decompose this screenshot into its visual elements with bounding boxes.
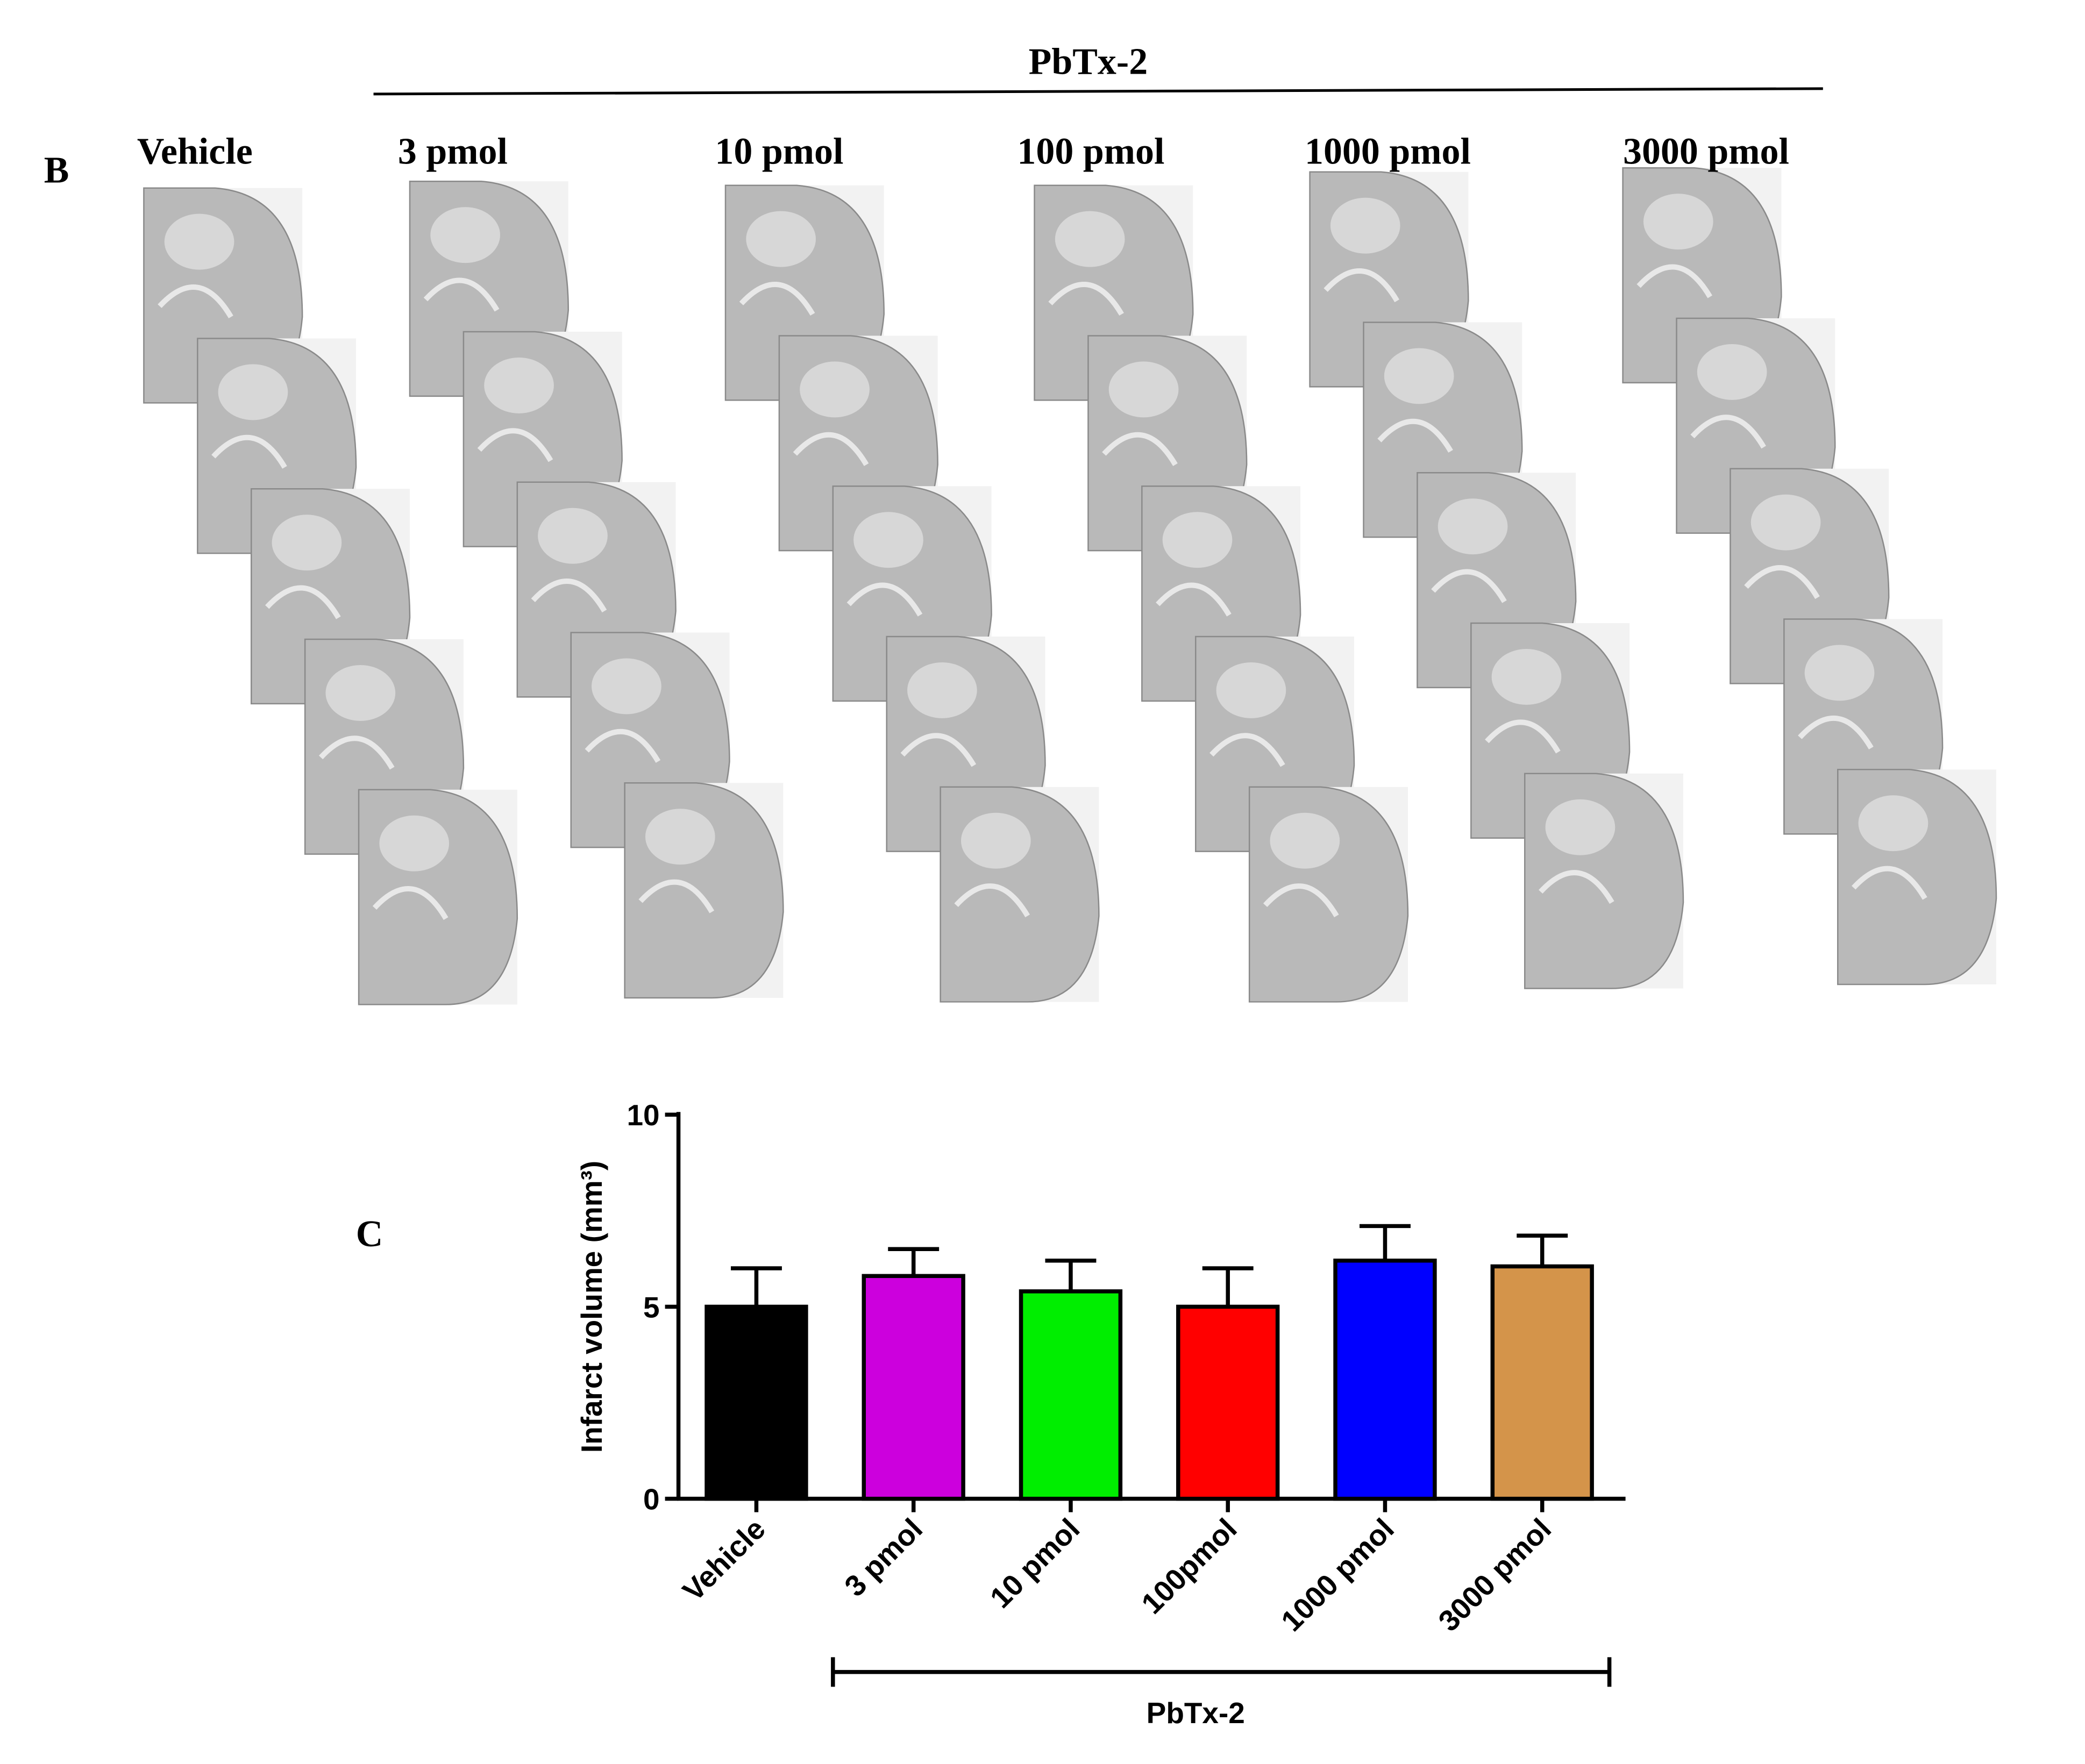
slice-lesion	[1055, 211, 1125, 267]
slice-lesion	[538, 508, 608, 564]
slice-ventricle	[211, 434, 287, 469]
slice-lesion	[1491, 648, 1562, 705]
x-tick-label: 1000 pmol	[1275, 1512, 1400, 1638]
slice-ventricle	[1209, 733, 1285, 767]
slice-lesion	[164, 213, 234, 270]
column-label: Vehicle	[137, 131, 253, 173]
slice-ventricle	[372, 886, 449, 920]
slice-lesion	[325, 665, 396, 721]
slice-lesion	[218, 364, 288, 420]
y-tick-label: 0	[643, 1483, 660, 1516]
slice-lesion	[1384, 348, 1454, 404]
slice-lesion	[1330, 197, 1400, 254]
slice-lesion	[1108, 361, 1179, 418]
slice-lesion	[1697, 344, 1767, 400]
slice-lesion	[1216, 662, 1286, 718]
bar	[1490, 1264, 1594, 1501]
y-tick-label: 10	[627, 1098, 659, 1132]
column-label: 3 pmol	[398, 131, 508, 173]
bar	[862, 1274, 965, 1501]
slice-ventricle	[1852, 866, 1927, 900]
column-label: 3000 pmol	[1623, 131, 1789, 173]
y-tick-label: 5	[643, 1290, 660, 1324]
slice-lesion	[853, 512, 923, 568]
slice-ventricle	[423, 277, 500, 312]
slice-ventricle	[1263, 883, 1339, 918]
brain-slices	[143, 167, 1997, 1005]
slice-lesion	[1162, 512, 1233, 568]
bar	[1176, 1304, 1280, 1501]
slice-lesion	[1438, 498, 1508, 555]
slice-ventricle	[1539, 870, 1614, 904]
slice-lesion	[1270, 812, 1340, 869]
slice-ventricle	[1744, 565, 1820, 599]
slice-ventricle	[900, 733, 977, 767]
bar	[1019, 1289, 1123, 1501]
x-tick-label: 100pmol	[1135, 1512, 1243, 1620]
x-tick-label: 3 pmol	[838, 1512, 929, 1603]
slice-ventricle	[1156, 582, 1232, 617]
slice-lesion	[592, 658, 661, 715]
slice-lesion	[746, 211, 816, 267]
slice-lesion	[1750, 494, 1821, 551]
slice-lesion	[800, 361, 870, 418]
x-tick-label: Vehicle	[676, 1512, 772, 1608]
group-line	[373, 87, 1823, 96]
slice-lesion	[960, 812, 1031, 869]
panel-label: C	[356, 1213, 383, 1255]
slice-lesion	[272, 515, 342, 571]
slice-ventricle	[638, 879, 715, 913]
slice-ventricle	[793, 432, 869, 466]
slice-ventricle	[1485, 719, 1561, 754]
slice-lesion	[430, 207, 500, 263]
y-axis-label: Infarct volume (mm³)	[575, 1161, 608, 1453]
x-tick-label: 3000 pmol	[1432, 1512, 1557, 1638]
slice-lesion	[645, 809, 715, 865]
x-tick-label: 10 pmol	[984, 1512, 1086, 1615]
slice-ventricle	[1323, 268, 1399, 303]
slice-lesion	[484, 357, 554, 413]
slice-ventricle	[585, 729, 661, 763]
slice-lesion	[1643, 194, 1713, 250]
slice-lesion	[1858, 795, 1929, 852]
slice-ventricle	[158, 284, 233, 319]
column-label: 100 pmol	[1017, 131, 1164, 173]
group-header: PbTx-2	[1029, 41, 1148, 82]
slice-ventricle	[1102, 432, 1178, 466]
slice-lesion	[1804, 645, 1875, 701]
slice-ventricle	[1431, 569, 1507, 603]
slice-lesion	[1545, 799, 1616, 855]
slice-lesion	[379, 815, 450, 872]
slice-ventricle	[531, 579, 607, 613]
bar	[705, 1304, 808, 1501]
slice-lesion	[907, 662, 977, 718]
bar	[1333, 1258, 1437, 1501]
column-label: 1000 pmol	[1305, 131, 1471, 173]
slice-ventricle	[1690, 415, 1766, 449]
slice-ventricle	[954, 883, 1030, 918]
panel-label: B	[44, 150, 69, 191]
slice-ventricle	[265, 585, 341, 619]
slice-ventricle	[846, 582, 923, 617]
slice-ventricle	[1377, 418, 1453, 453]
slice-ventricle	[1798, 715, 1874, 749]
slice-ventricle	[739, 282, 815, 316]
slice-ventricle	[1636, 264, 1713, 298]
slice-ventricle	[1048, 282, 1124, 316]
group-label: PbTx-2	[1147, 1696, 1245, 1730]
slice-ventricle	[318, 735, 395, 770]
slice-ventricle	[477, 428, 553, 462]
column-label: 10 pmol	[715, 131, 843, 173]
